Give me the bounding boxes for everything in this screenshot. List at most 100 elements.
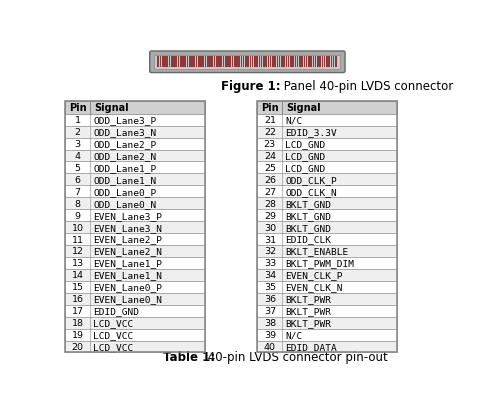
Bar [257, 150, 397, 162]
Bar [236, 57, 238, 68]
Bar [297, 57, 299, 68]
Bar [279, 57, 280, 68]
Text: EVEN_Lane0_P: EVEN_Lane0_P [93, 282, 162, 292]
Bar [257, 293, 397, 305]
Bar [166, 57, 168, 68]
Text: 40: 40 [264, 342, 276, 351]
Bar [212, 57, 213, 68]
Bar [256, 57, 258, 68]
Text: 3: 3 [75, 140, 81, 149]
Text: 15: 15 [72, 282, 83, 292]
Bar [333, 57, 334, 68]
Bar [270, 57, 272, 68]
Bar [330, 57, 332, 68]
Bar [257, 186, 397, 198]
Text: ODD_Lane0_N: ODD_Lane0_N [93, 199, 157, 208]
Bar [257, 257, 397, 269]
Bar [207, 57, 209, 68]
Text: 14: 14 [72, 271, 83, 280]
Text: 36: 36 [264, 294, 276, 304]
Bar [259, 57, 260, 68]
Bar [281, 57, 283, 68]
Bar [268, 57, 269, 68]
Bar [324, 57, 326, 68]
Bar [185, 57, 186, 68]
Bar [315, 57, 316, 68]
Text: 24: 24 [264, 152, 276, 161]
Text: Figure 1:: Figure 1: [221, 80, 281, 93]
Bar [189, 57, 191, 68]
Bar [257, 162, 397, 174]
Bar [276, 57, 278, 68]
FancyBboxPatch shape [150, 52, 345, 74]
Text: 37: 37 [264, 306, 276, 316]
Bar [257, 174, 397, 186]
Text: ODD_Lane2_P: ODD_Lane2_P [93, 140, 157, 149]
Bar [193, 57, 195, 68]
Text: 32: 32 [264, 247, 276, 256]
Bar [65, 329, 205, 341]
Bar [65, 114, 205, 126]
Bar [214, 57, 215, 68]
Text: BKLT_PWR: BKLT_PWR [285, 306, 331, 316]
Bar [196, 57, 197, 68]
Text: 25: 25 [264, 164, 276, 173]
Bar [191, 57, 193, 68]
Text: 6: 6 [75, 176, 81, 185]
Text: Signal: Signal [286, 103, 321, 113]
Bar [65, 293, 205, 305]
Text: BKLT_GND: BKLT_GND [285, 223, 331, 232]
Text: 19: 19 [72, 330, 83, 339]
Text: EDID_DATA: EDID_DATA [285, 342, 337, 351]
Bar [65, 317, 205, 329]
Text: EVEN_Lane3_N: EVEN_Lane3_N [93, 223, 162, 232]
Bar [257, 329, 397, 341]
Text: Pin: Pin [261, 103, 279, 113]
Bar [65, 210, 205, 222]
Bar [335, 57, 337, 68]
Bar [154, 56, 340, 70]
Text: 31: 31 [264, 235, 276, 244]
Text: 27: 27 [264, 188, 276, 196]
Text: 40-pin LVDS connector pin-out: 40-pin LVDS connector pin-out [204, 350, 388, 363]
Bar [257, 305, 397, 317]
Bar [200, 57, 202, 68]
Bar [222, 57, 224, 68]
Text: 4: 4 [75, 152, 81, 161]
Bar [257, 233, 397, 245]
Bar [254, 57, 256, 68]
Text: LCD_VCC: LCD_VCC [93, 342, 134, 351]
Text: 33: 33 [264, 259, 276, 268]
Bar [245, 57, 247, 68]
Bar [65, 305, 205, 317]
Text: 13: 13 [72, 259, 83, 268]
Text: 28: 28 [264, 199, 276, 208]
Bar [295, 57, 296, 68]
Text: ODD_Lane1_N: ODD_Lane1_N [93, 176, 157, 185]
Text: Table 1:: Table 1: [163, 350, 215, 363]
Text: 39: 39 [264, 330, 276, 339]
Text: EVEN_Lane0_N: EVEN_Lane0_N [93, 294, 162, 304]
Bar [205, 57, 206, 68]
Text: Panel 40-pin LVDS connector: Panel 40-pin LVDS connector [280, 80, 453, 93]
Text: 29: 29 [264, 211, 276, 220]
Text: BKLT_PWM_DIM: BKLT_PWM_DIM [285, 259, 355, 268]
Bar [65, 138, 205, 150]
Text: N/C: N/C [285, 116, 302, 125]
Text: ODD_Lane3_N: ODD_Lane3_N [93, 128, 157, 137]
Text: ODD_CLK_N: ODD_CLK_N [285, 188, 337, 196]
Bar [182, 57, 184, 68]
Text: 34: 34 [264, 271, 276, 280]
Text: EVEN_CLK_P: EVEN_CLK_P [285, 271, 343, 280]
Text: EVEN_Lane2_P: EVEN_Lane2_P [93, 235, 162, 244]
Text: 21: 21 [264, 116, 276, 125]
Bar [290, 57, 292, 68]
Bar [286, 57, 287, 68]
Bar [160, 57, 162, 68]
Bar [288, 57, 290, 68]
Text: Pin: Pin [69, 103, 86, 113]
Bar [313, 57, 314, 68]
Text: 20: 20 [72, 342, 83, 351]
Bar [220, 57, 222, 68]
Text: 35: 35 [264, 282, 276, 292]
